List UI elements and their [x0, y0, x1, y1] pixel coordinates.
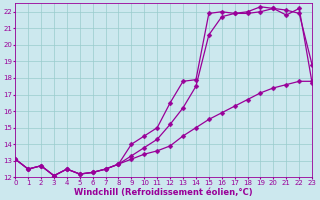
X-axis label: Windchill (Refroidissement éolien,°C): Windchill (Refroidissement éolien,°C) — [74, 188, 253, 197]
